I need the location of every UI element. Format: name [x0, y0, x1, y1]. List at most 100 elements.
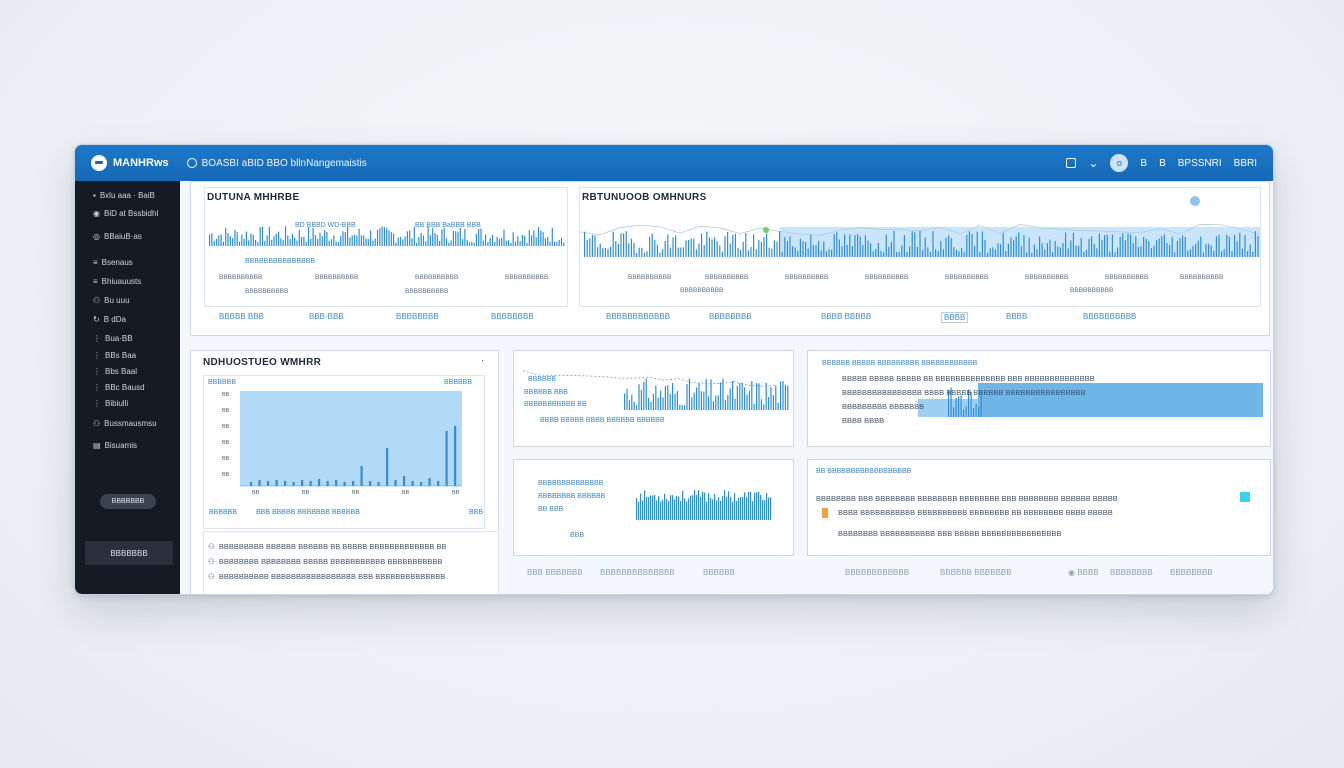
sidebar-item[interactable]: ⚇ Bu uuu	[93, 296, 130, 305]
sidebar-item[interactable]: ⋮ BBc Bausd	[93, 383, 145, 392]
users-icon: ⚇	[93, 419, 101, 428]
sidebar-item[interactable]: ↻ B dDa	[93, 315, 126, 324]
bar-mark	[1026, 252, 1028, 257]
topbar-item[interactable]: BBRI	[1233, 157, 1257, 169]
bottom-link[interactable]: BBBBBB BBBBBBB	[940, 568, 1012, 577]
bar-mark	[684, 405, 686, 410]
bar-mark	[1098, 233, 1100, 257]
footer-link[interactable]: BBBB BBBBB	[821, 312, 872, 321]
bar-mark	[890, 241, 892, 257]
list-item[interactable]: ⚇ BBBBBBBBB BBBBBB BBBBBB BB BBBBB BBBBB…	[208, 542, 447, 551]
bar-mark	[911, 231, 913, 257]
bar-mark	[1080, 237, 1082, 257]
status-dot-icon[interactable]	[1190, 196, 1200, 206]
alert-row[interactable]: BBBBBBBB BBB BBBBBBBB BBBBBBBB BBBBBBBB …	[816, 494, 1118, 503]
bar-mark	[457, 231, 459, 246]
bar-mark	[784, 236, 786, 257]
topbar-item[interactable]: B	[1159, 157, 1166, 169]
y-tick-label: BB	[222, 408, 230, 414]
topbar-item[interactable]: BPSSNRI	[1177, 157, 1222, 169]
sidebar-item[interactable]: ⚇ Bussmausmsu	[93, 419, 157, 428]
bottom-link[interactable]: BBB BBBBBBB	[527, 568, 583, 577]
sidebar-pill-button[interactable]: BBBBBBB	[100, 494, 156, 509]
bar-mark	[955, 397, 957, 417]
footer-link[interactable]: BBBBBBBB	[396, 312, 439, 321]
bottom-link[interactable]: BBBBBBBBBBBB	[845, 568, 910, 577]
bar-mark	[694, 490, 696, 520]
bar-mark	[760, 399, 762, 410]
sidebar-item[interactable]: ◎ BBaiuB·as	[93, 232, 142, 241]
chat-icon[interactable]	[1066, 158, 1077, 168]
histogram-bar	[394, 480, 397, 486]
app-logo-icon[interactable]	[91, 155, 107, 171]
bottom-link[interactable]: BBBBBBBB	[1170, 568, 1213, 577]
bar-mark	[676, 390, 678, 410]
bar-mark	[248, 240, 250, 246]
footer-link[interactable]: BBBB	[1006, 312, 1028, 321]
x-tick-label: BB	[352, 490, 360, 496]
bar-mark	[746, 394, 748, 410]
list-item[interactable]: ⚇ BBBBBBBB BBBBBBBB BBBBB BBBBBBBBBBB BB…	[208, 557, 443, 566]
bar-mark	[464, 228, 466, 246]
sidebar-item[interactable]: ▪ Bxlu aaa · BaiB	[93, 191, 155, 200]
topbar-item[interactable]: B	[1140, 157, 1148, 169]
bar-mark	[685, 240, 687, 257]
sidebar-item[interactable]: ⋮ Bua·BB	[93, 334, 133, 343]
bottom-link[interactable]: BBBBBB	[703, 568, 736, 577]
alert-row[interactable]: BBBB BBBBBBBBBBB BBBBBBBBBB BBBBBBBB BB …	[838, 508, 1113, 517]
bar-mark	[560, 237, 563, 246]
alert-row[interactable]: BBBBBBBB BBBBBBBBBBB BBB BBBBB BBBBBBBBB…	[838, 529, 1062, 538]
bar-mark	[688, 239, 690, 257]
axis-label: BBBBBBBBBB	[865, 274, 909, 281]
bottom-link[interactable]: ◉ BBBB	[1068, 568, 1099, 577]
bar-mark	[303, 237, 305, 246]
bar-mark	[766, 233, 768, 257]
footer-link[interactable]: BBBBBBBBBBBB	[606, 312, 671, 321]
sidebar-item[interactable]: ⋮ BBs Baa	[93, 351, 137, 360]
sidebar-item[interactable]: ≡ Bsenaus	[93, 258, 133, 267]
bar-mark	[638, 247, 640, 257]
sidebar-item[interactable]: ⋮ Bibiulli	[93, 399, 129, 408]
sidebar-item[interactable]: ▤ Bisuamis	[93, 441, 138, 450]
axis-label: BBBBBBBBBB	[628, 274, 672, 281]
bar-mark	[1257, 235, 1259, 257]
histogram-bar	[275, 480, 278, 486]
footer-link[interactable]: BBBBBBBB	[491, 312, 534, 321]
sidebar-item[interactable]: ◉ BiD at Bssbidhl	[93, 209, 159, 218]
bar-mark	[1223, 249, 1225, 257]
footer-link[interactable]: BBB·BBB	[309, 312, 344, 321]
breadcrumb[interactable]: BOASBI aBID BBO bllnNangemaistis	[201, 157, 367, 169]
bar-mark	[672, 495, 674, 520]
chevron-down-icon[interactable]: ⌄	[1088, 156, 1099, 170]
bar-mark	[722, 496, 724, 520]
bar-mark	[997, 243, 999, 257]
bar-mark	[695, 249, 697, 257]
sidebar-button[interactable]: BBBBBBB	[85, 541, 173, 565]
avatar[interactable]: ο	[1110, 154, 1129, 172]
bottom-link[interactable]: BBBBBBBB	[1110, 568, 1153, 577]
bar-mark	[450, 240, 452, 246]
footer-link[interactable]: BBBBB BBB	[219, 312, 264, 321]
sidebar-item[interactable]: ≡ Bhiuauusts	[93, 277, 142, 286]
bar-mark	[715, 395, 717, 410]
sidebar-item[interactable]: ⋮ Bbs Baal	[93, 367, 138, 376]
list-item[interactable]: ⚇ BBBBBBBBBB BBBBBBBBBBBBBBBBB BBB BBBBB…	[208, 572, 446, 581]
bar-mark	[693, 238, 695, 257]
bar-mark	[1143, 236, 1145, 257]
bottom-link[interactable]: BBBBBBBBBBBBBB	[600, 568, 675, 577]
bar-mark	[794, 247, 796, 257]
footer-link[interactable]: BBBB	[941, 312, 969, 323]
more-icon[interactable]: ·	[481, 355, 484, 365]
bar-mark	[720, 500, 722, 520]
footer-link[interactable]: BBBBBBBBBB	[1083, 312, 1137, 321]
bar-mark	[1176, 240, 1178, 257]
bar-mark	[727, 394, 729, 410]
bar-mark	[708, 396, 710, 410]
topbar-actions: ⌄ ο B B BPSSNRI BBRI	[1066, 145, 1257, 181]
footer-link[interactable]: BBBBBBBB	[709, 312, 752, 321]
bar-mark	[558, 239, 560, 246]
status-indicator-icon[interactable]	[1240, 492, 1250, 502]
bar-mark	[734, 398, 736, 410]
bar-mark	[968, 231, 970, 257]
app-window: MANHRws BOASBI aBID BBO bllnNangemaistis…	[74, 144, 1274, 595]
